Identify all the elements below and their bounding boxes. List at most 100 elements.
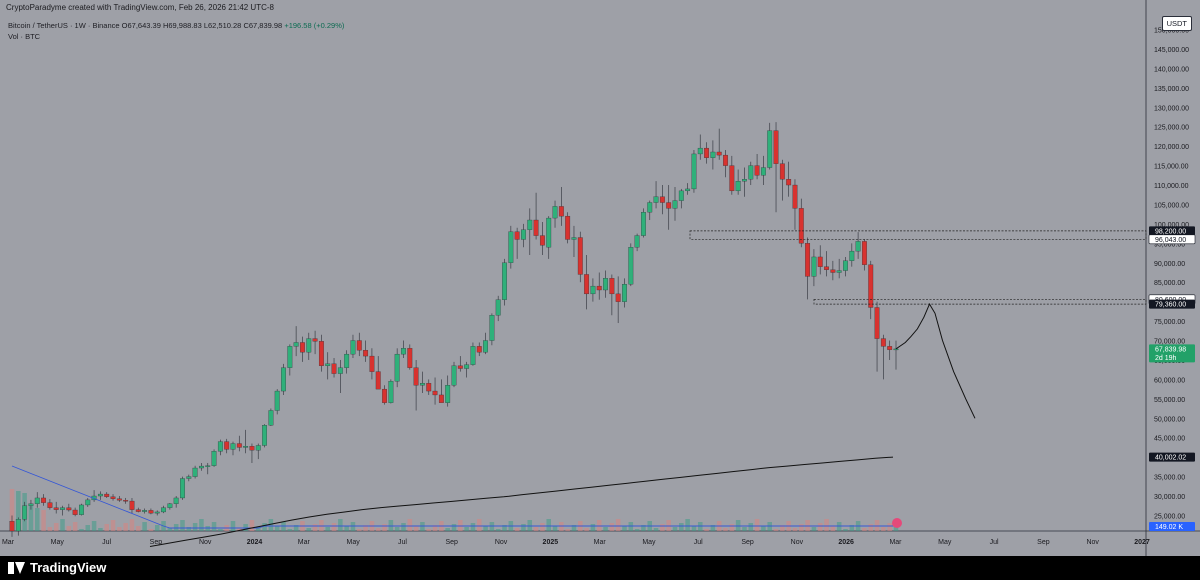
chart-frame: 25,000.0030,000.0035,000.0040,000.0045,0… <box>0 0 1200 556</box>
candle-body <box>811 256 817 277</box>
volume-bar <box>72 522 78 531</box>
currency-badge[interactable]: USDT <box>1161 16 1192 31</box>
volume-bar <box>445 528 450 531</box>
y-tick-label: 120,000.00 <box>1154 144 1189 151</box>
candle-body <box>85 499 91 506</box>
candle-body <box>116 498 122 501</box>
candle-body <box>615 293 621 302</box>
volume-bar <box>142 522 147 531</box>
price-chart[interactable]: 25,000.0030,000.0035,000.0040,000.0045,0… <box>0 0 1200 556</box>
symbol-name[interactable]: Bitcoin / TetherUS · 1W · Binance <box>8 21 120 30</box>
volume-bar <box>357 529 362 531</box>
legend-row-volume[interactable]: Vol · BTC <box>8 32 41 41</box>
volume-bar <box>85 525 91 531</box>
volume-bar <box>704 529 709 531</box>
y-tick-label: 90,000.00 <box>1154 261 1185 268</box>
volume-bar <box>53 523 59 531</box>
volume-bar <box>458 520 463 531</box>
candle-body <box>407 348 413 368</box>
volume-bar <box>173 524 179 531</box>
candle-body <box>249 446 255 451</box>
candle-body <box>262 425 267 446</box>
candle-body <box>243 446 249 448</box>
creator-caption: CryptoParadyme created with TradingView.… <box>6 3 274 12</box>
volume-bar <box>697 522 703 531</box>
x-tick-label: 2024 <box>247 539 263 546</box>
candle-body <box>432 390 438 396</box>
volume-bar <box>293 525 299 531</box>
price-axis-label <box>1149 344 1195 363</box>
candle-body <box>9 521 15 532</box>
candle-body <box>274 390 280 411</box>
candle-body <box>546 217 552 248</box>
x-tick-label: Mar <box>594 539 607 546</box>
support-zone-box <box>813 298 1147 305</box>
price-axis-label-text: 40,002.02 <box>1155 455 1186 462</box>
volume-bar <box>186 527 192 531</box>
candle-body <box>634 235 640 248</box>
y-tick-label: 55,000.00 <box>1154 397 1185 404</box>
volume-bar <box>533 527 539 531</box>
candle-body <box>394 353 400 382</box>
x-tick-label: May <box>938 539 952 546</box>
candle-body <box>502 262 507 300</box>
volume-bar <box>432 525 438 531</box>
volume-bar <box>628 522 634 531</box>
candle-body <box>710 151 716 158</box>
price-axis-label-text: 96,043.00 <box>1155 237 1186 244</box>
candle-body <box>470 346 476 365</box>
candle-body <box>729 165 735 192</box>
volume-bar <box>527 520 533 531</box>
volume-bar <box>407 519 413 531</box>
candle-body <box>104 493 110 497</box>
volume-bar <box>180 520 185 531</box>
candle-body <box>603 278 608 291</box>
candle-body <box>817 256 823 267</box>
candle-body <box>457 365 463 369</box>
x-tick-label: Jul <box>102 539 111 546</box>
volume-bar <box>28 506 34 531</box>
candle-body <box>552 206 558 219</box>
legend-row-symbol: Bitcoin / TetherUS · 1W · Binance O67,64… <box>8 20 344 31</box>
volume-bar <box>218 529 223 531</box>
volume-bar <box>338 519 343 531</box>
candle-body <box>287 346 293 368</box>
candle-body <box>836 270 842 273</box>
candle-body <box>382 388 387 403</box>
ma-200-line <box>149 456 894 547</box>
candle-body <box>22 505 28 520</box>
candle-body <box>180 478 185 499</box>
candle-body <box>72 509 78 515</box>
price-change: +196.58 (+0.29%) <box>284 21 345 30</box>
volume-bar <box>66 526 72 531</box>
volume-bar <box>546 519 551 531</box>
x-tick-label: Mar <box>298 539 311 546</box>
x-tick-label: Sep <box>1037 539 1050 546</box>
volume-bar <box>584 528 589 531</box>
volume-bar <box>773 529 779 531</box>
volume-bar <box>136 526 141 531</box>
candle-body <box>451 365 457 386</box>
candle-body <box>760 167 766 176</box>
candle-body <box>224 441 230 450</box>
candle-body <box>767 130 773 168</box>
candle-body <box>792 184 798 209</box>
candle-body <box>862 241 867 265</box>
candle-body <box>217 441 223 452</box>
volume-bar <box>748 523 754 531</box>
candle-body <box>205 465 211 467</box>
volume-bar <box>60 519 65 531</box>
volume-bar <box>426 529 432 531</box>
tradingview-logo[interactable]: TradingView <box>8 560 106 575</box>
volume-bar <box>615 519 621 531</box>
x-tick-label: Mar <box>889 539 902 546</box>
volume-bar <box>792 528 798 531</box>
candle-body <box>622 284 627 302</box>
volume-bar <box>401 523 406 531</box>
x-tick-label: 2027 <box>1134 539 1150 546</box>
candle-body <box>420 383 425 386</box>
candle-body <box>123 500 129 502</box>
candle-body <box>79 504 84 515</box>
volume-bar <box>192 523 198 531</box>
candle-body <box>779 163 785 180</box>
